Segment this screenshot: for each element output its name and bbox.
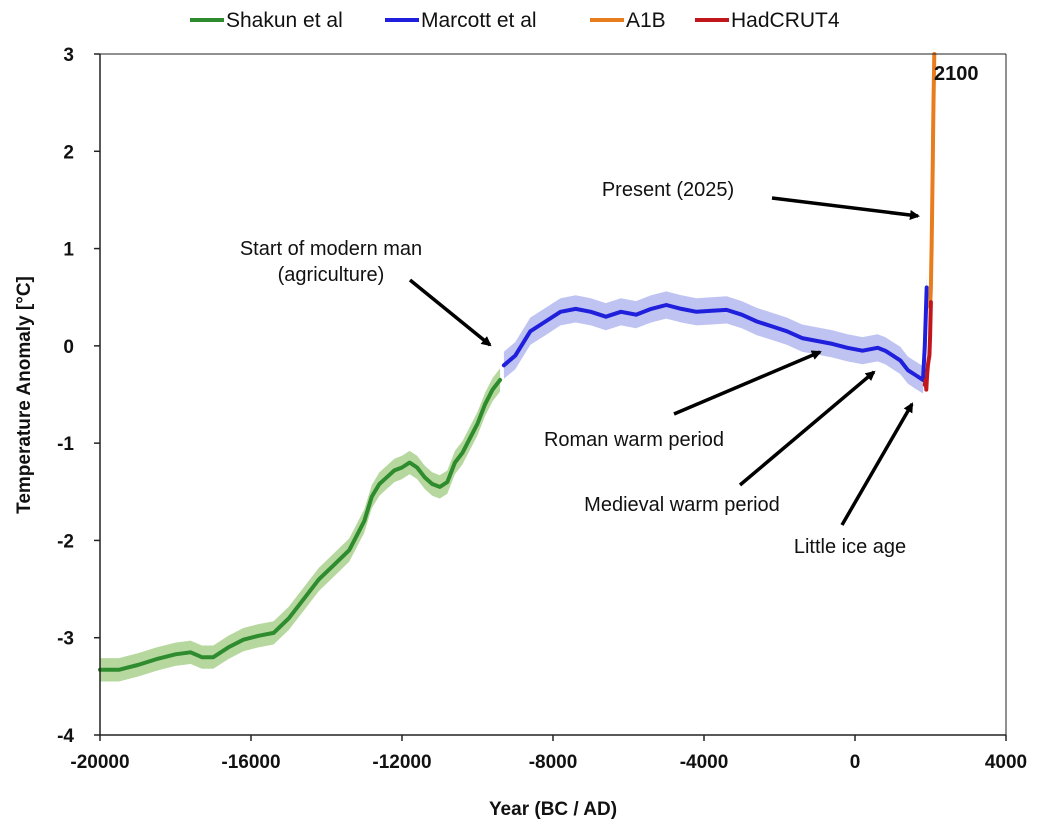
x-tick-label: -12000 [372, 752, 431, 773]
x-tick-label: 4000 [985, 752, 1027, 773]
legend-label-marcott-et-al: Marcott et al [421, 9, 537, 32]
annotation-label: Start of modern man [240, 238, 422, 260]
annotations: Start of modern man (agriculture) Present … [240, 179, 920, 558]
y-tick-label: 3 [63, 45, 74, 66]
y-tick-label: -2 [57, 531, 74, 552]
legend-label-shakun-et-al: Shakun et al [226, 9, 343, 32]
y-tick-label: 0 [63, 337, 74, 358]
y-tick-label: -1 [57, 434, 74, 455]
x-tick-label: -20000 [70, 752, 129, 773]
y-tick-label: -3 [57, 629, 74, 650]
x-tick-label: -16000 [221, 752, 280, 773]
series-line-a1b [928, 52, 937, 309]
x-tick-label: -8000 [529, 752, 578, 773]
annotation-label: Little ice age [794, 536, 906, 558]
y-tick-label: -4 [57, 726, 74, 747]
annotation-label: (agriculture) [278, 264, 385, 286]
legend-label-hadcrut4: HadCRUT4 [731, 9, 840, 32]
x-axis-title: Year (BC / AD) [489, 799, 617, 820]
annotation-arrow [673, 350, 822, 416]
series-line-hadcrut4 [922, 300, 933, 392]
annotation-arrow [408, 278, 492, 347]
annotation-label: Medieval warm period [584, 494, 780, 516]
annotation-arrow [738, 370, 876, 487]
legend: Shakun et al Marcott et al A1B HadCRUT4 [190, 9, 840, 32]
y-tick-label: 1 [63, 240, 74, 261]
y-axis-title: Temperature Anomaly [°C] [14, 276, 35, 514]
annotation-label: Present (2025) [602, 179, 734, 201]
series-line-shakun-et-al [98, 377, 503, 672]
annotation-arrow [840, 402, 914, 526]
annotation-label: Roman warm period [544, 429, 724, 451]
x-tick-label: -4000 [680, 752, 729, 773]
x-tick-label: 0 [850, 752, 861, 773]
plot-area [100, 54, 1006, 735]
y-tick-label: 2 [63, 142, 74, 163]
end-year-label: 2100 [934, 63, 979, 85]
legend-label-a1b: A1B [626, 9, 666, 32]
annotation-arrow [771, 196, 920, 220]
series-line-marcott-et-al [501, 285, 929, 382]
band-marcott-et-al [503, 273, 927, 394]
